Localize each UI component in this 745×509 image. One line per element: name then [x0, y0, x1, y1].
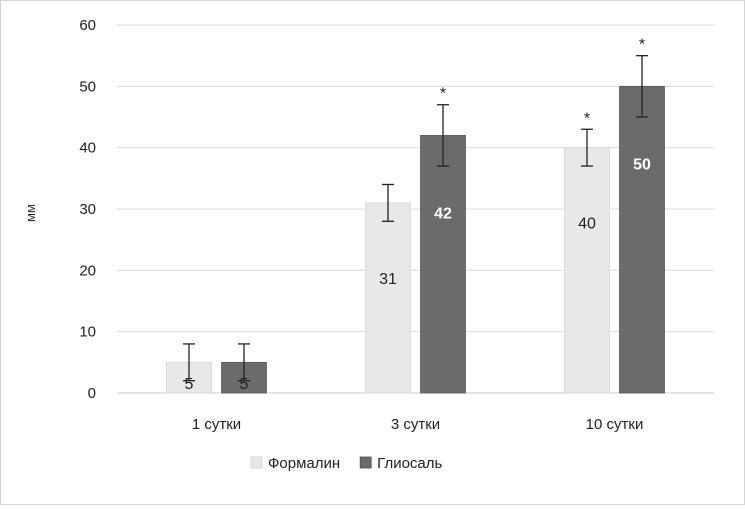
legend-swatch	[359, 456, 372, 469]
data-label: 31	[379, 271, 397, 288]
significance-marker: *	[584, 110, 590, 127]
y-tick-label: 20	[79, 262, 96, 279]
y-tick-label: 0	[88, 385, 96, 402]
bar	[619, 85, 665, 394]
bar	[365, 202, 411, 394]
x-tick-label: 1 сутки	[192, 416, 241, 433]
data-label: 5	[185, 376, 194, 393]
significance-marker: *	[440, 86, 446, 103]
bar	[564, 147, 610, 394]
x-tick-label: 10 сутки	[586, 416, 644, 433]
data-label: 40	[578, 216, 596, 233]
data-label: 42	[434, 205, 452, 222]
bar	[420, 134, 466, 394]
y-tick-label: 50	[79, 78, 96, 95]
y-axis-label: мм	[23, 204, 38, 222]
legend-label: Формалин	[268, 455, 340, 472]
legend-swatch	[250, 456, 263, 469]
legend: Формалин Глиосаль	[250, 455, 443, 472]
x-tick-label: 3 сутки	[391, 416, 440, 433]
y-tick-label: 60	[79, 17, 96, 34]
y-tick-label: 40	[79, 140, 96, 157]
data-label: 5	[240, 376, 249, 393]
y-tick-label: 30	[79, 201, 96, 218]
y-tick-label: 10	[79, 324, 96, 341]
data-label: 50	[633, 156, 651, 173]
legend-label: Глиосаль	[377, 455, 442, 472]
significance-marker: *	[639, 37, 645, 54]
